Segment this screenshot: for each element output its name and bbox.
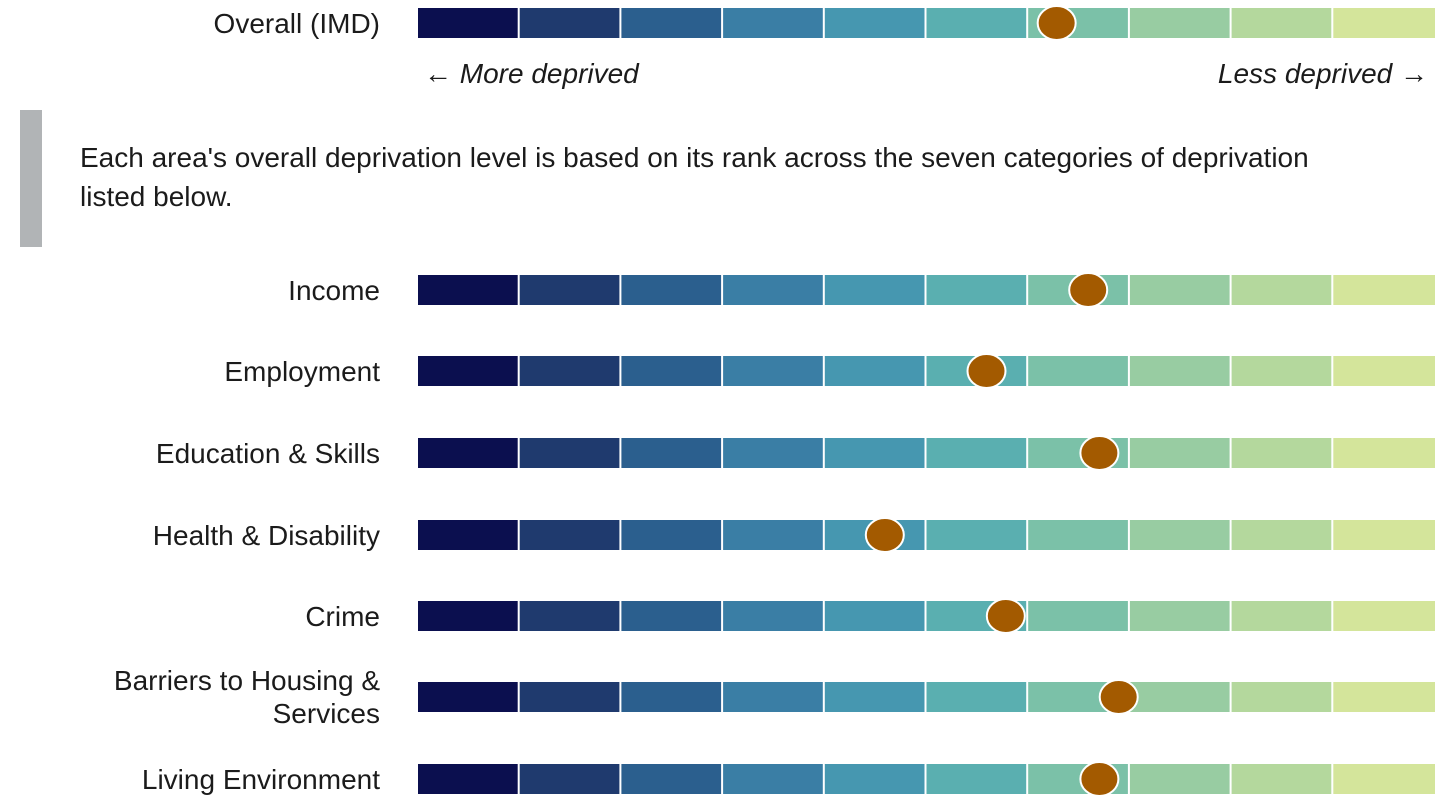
- note-bar: [20, 110, 42, 247]
- decile-segment: [519, 601, 620, 631]
- note: Each area's overall deprivation level is…: [80, 142, 1309, 212]
- decile-segment: [824, 764, 925, 794]
- dot: [966, 353, 1007, 389]
- decile-segment: [1129, 601, 1230, 631]
- dot: [985, 598, 1026, 634]
- decile-segment: [1333, 438, 1435, 468]
- decile-segment: [723, 682, 823, 712]
- row-label: Barriers to Housing & Services: [113, 665, 380, 729]
- decile-segment: [723, 275, 823, 305]
- decile-segment: [621, 682, 722, 712]
- decile-segment: [418, 682, 518, 712]
- row-label: Health & Disability: [152, 519, 380, 551]
- decile-segment: [723, 764, 823, 794]
- decile-segment: [824, 275, 925, 305]
- decile-segment: [418, 8, 518, 38]
- decile-segment: [519, 764, 620, 794]
- decile-segment: [926, 682, 1027, 712]
- decile-segment: [1333, 520, 1435, 550]
- dot: [1098, 679, 1139, 715]
- decile-segment: [519, 275, 620, 305]
- dot: [864, 517, 905, 553]
- decile-segment: [723, 8, 823, 38]
- decile-segment: [418, 601, 518, 631]
- decile-segment: [824, 601, 925, 631]
- decile-segment: [621, 438, 722, 468]
- decile-segment: [1333, 682, 1435, 712]
- decile-segment: [926, 438, 1027, 468]
- decile-segment: [1129, 520, 1230, 550]
- decile-segment: [1231, 764, 1332, 794]
- decile-segment: [723, 356, 823, 386]
- decile-segment: [1231, 438, 1332, 468]
- decile-segment: [723, 601, 823, 631]
- left-annotation: ← More deprived: [424, 58, 639, 89]
- decile-segment: [1231, 601, 1332, 631]
- dot: [1079, 435, 1120, 471]
- row-label: Income: [288, 274, 380, 306]
- right-annotation: Less deprived →: [1217, 58, 1428, 89]
- decile-segment: [621, 764, 722, 794]
- decile-segment: [519, 682, 620, 712]
- decile-segment: [418, 520, 518, 550]
- decile-segment: [1028, 356, 1128, 386]
- decile-segment: [1129, 275, 1230, 305]
- decile-segment: [519, 356, 620, 386]
- decile-segment: [1129, 438, 1230, 468]
- decile-segment: [519, 438, 620, 468]
- decile-segment: [824, 8, 925, 38]
- decile-segment: [926, 8, 1027, 38]
- decile-segment: [1333, 601, 1435, 631]
- decile-segment: [723, 520, 823, 550]
- dot: [1068, 272, 1109, 308]
- decile-segment: [1333, 356, 1435, 386]
- decile-segment: [824, 356, 925, 386]
- decile-segment: [1333, 275, 1435, 305]
- decile-segment: [1231, 275, 1332, 305]
- decile-segment: [1028, 601, 1128, 631]
- decile-segment: [519, 520, 620, 550]
- decile-segment: [418, 356, 518, 386]
- decile-segment: [621, 601, 722, 631]
- dot: [1079, 761, 1120, 797]
- decile-segment: [418, 275, 518, 305]
- decile-segment: [1231, 520, 1332, 550]
- decile-segment: [621, 356, 722, 386]
- decile-segment: [926, 764, 1027, 794]
- decile-segment: [723, 438, 823, 468]
- row-label: Employment: [224, 355, 380, 387]
- decile-segment: [1129, 682, 1230, 712]
- decile-segment: [824, 682, 925, 712]
- decile-segment: [621, 520, 722, 550]
- decile-segment: [621, 8, 722, 38]
- decile-segment: [824, 438, 925, 468]
- decile-segment: [1129, 764, 1230, 794]
- decile-segment: [1333, 764, 1435, 794]
- row-label: Living Environment: [141, 763, 380, 795]
- decile-segment: [926, 275, 1027, 305]
- decile-segment: [519, 8, 620, 38]
- decile-segment: [1231, 682, 1332, 712]
- decile-segment: [1129, 8, 1230, 38]
- decile-segment: [621, 275, 722, 305]
- decile-segment: [1129, 356, 1230, 386]
- decile-segment: [418, 764, 518, 794]
- decile-segment: [418, 438, 518, 468]
- row-label: Overall (IMD): [213, 7, 380, 39]
- decile-segment: [1231, 356, 1332, 386]
- decile-segment: [1333, 8, 1435, 38]
- dot: [1036, 5, 1077, 41]
- decile-segment: [926, 520, 1027, 550]
- decile-segment: [1028, 520, 1128, 550]
- row-label: Education & Skills: [155, 437, 380, 469]
- row-label: Crime: [305, 600, 380, 632]
- decile-segment: [1231, 8, 1332, 38]
